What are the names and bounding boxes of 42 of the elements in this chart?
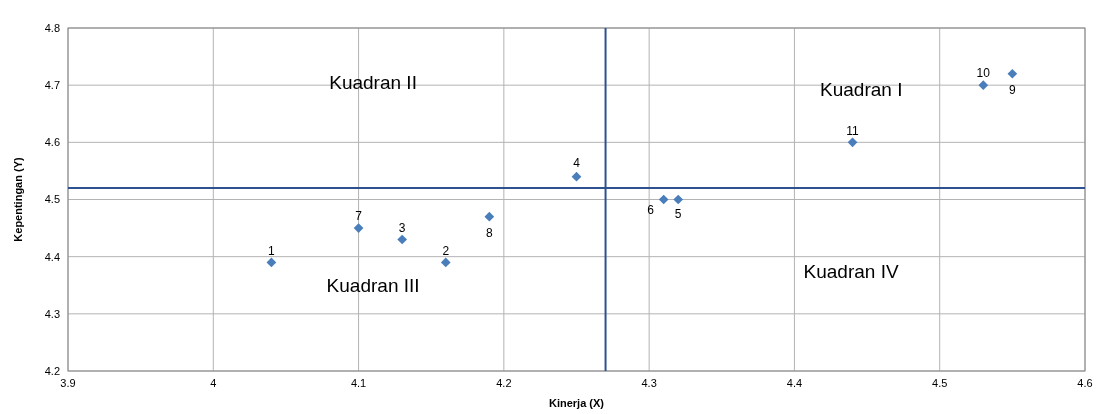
x-tick-label: 4.5 [932, 377, 948, 389]
x-tick-label: 4.1 [350, 377, 367, 389]
annotation: Kuadran III [326, 274, 420, 296]
point [1007, 68, 1018, 79]
x-tick-label: 4.3 [641, 377, 657, 389]
point [978, 80, 989, 91]
x-tick-label: 4.6 [1077, 377, 1093, 389]
y-tick-label: 4.6 [44, 136, 60, 149]
x-tick-label: 4.4 [786, 377, 803, 389]
point [847, 137, 858, 148]
text: 4 [573, 155, 580, 170]
x-tick-label: 4 [210, 377, 217, 389]
x-axis-title: Kinerja (X) [548, 397, 605, 409]
y-tick-label: 4.5 [44, 193, 60, 206]
text: 1 [268, 243, 275, 258]
x-tick-label: 3.9 [60, 377, 76, 389]
text: 5 [674, 206, 682, 221]
text: 11 [846, 123, 859, 138]
y-tick-label: 4.4 [44, 250, 60, 263]
annotation: Kuadran IV [803, 261, 899, 283]
annotation: Kuadran II [329, 71, 417, 93]
point [397, 234, 408, 245]
point [658, 194, 669, 205]
x-tick-label: 4.2 [496, 377, 512, 389]
point [440, 257, 451, 268]
point [266, 257, 277, 268]
y-tick-label: 4.8 [44, 21, 60, 34]
text: 6 [647, 202, 655, 217]
text: 8 [485, 225, 493, 240]
point [673, 194, 684, 205]
text: 2 [442, 243, 450, 258]
text: 10 [976, 66, 990, 81]
text: 9 [1009, 82, 1016, 97]
y-tick-label: 4.3 [44, 307, 60, 320]
annotation: Kuadran I [820, 79, 903, 101]
point [484, 211, 495, 222]
y-axis-title: Kepentingan (Y) [12, 157, 24, 242]
text: 3 [398, 220, 406, 235]
text: 7 [355, 209, 362, 224]
y-tick-label: 4.7 [44, 79, 60, 92]
y-tick-label: 4.2 [44, 364, 60, 377]
point [353, 223, 364, 233]
